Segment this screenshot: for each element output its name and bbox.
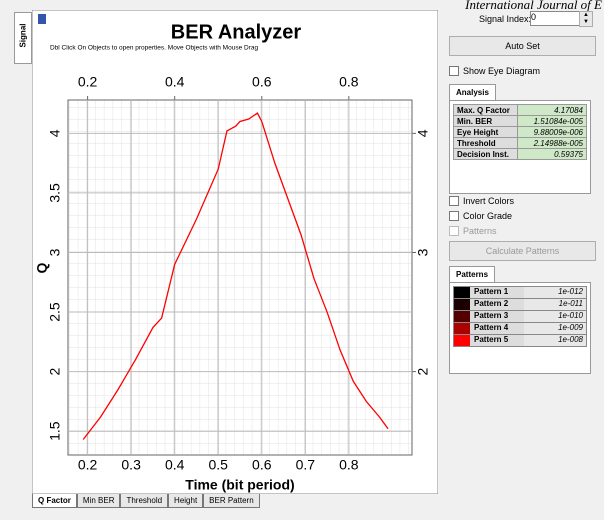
x-tick-label: 0.5: [208, 457, 228, 473]
bottom-tab[interactable]: Height: [168, 494, 204, 508]
patterns-tab[interactable]: Patterns: [449, 266, 496, 282]
icon: [38, 14, 46, 24]
pattern-swatch: [454, 299, 470, 310]
invert-checkbox[interactable]: Invert Colors: [449, 196, 514, 206]
patterns-checkbox: Patterns: [449, 226, 497, 236]
x-tick-label: 0.6: [252, 457, 272, 473]
y2-tick-label: 3: [415, 248, 431, 256]
pattern-row: Pattern 2 1e-011: [454, 299, 586, 311]
bottom-tab[interactable]: Q Factor: [32, 494, 77, 508]
analysis-row: Threshold 2.14988e-005: [452, 137, 587, 149]
analysis-value: 9.88009e-006: [517, 126, 587, 138]
analysis-box: Max. Q Factor 4.17084 Min. BER 1.51084e-005…: [449, 100, 591, 194]
chart-subtitle: Dbl Click On Objects to open properties.…: [50, 45, 258, 52]
pattern-row: Pattern 3 1e-010: [454, 311, 586, 323]
analysis-value: 1.51084e-005: [517, 115, 587, 127]
pattern-value: 1e-009: [524, 323, 586, 334]
pattern-row: Pattern 4 1e-009: [454, 323, 586, 335]
analysis-row: Min. BER 1.51084e-005: [452, 115, 587, 127]
signal-index-input[interactable]: 0: [530, 11, 580, 26]
x-tick-label: 0.7: [296, 457, 316, 473]
bottom-tabs: Q Factor Min BER Threshold Height BER Patter…: [32, 494, 260, 508]
color-grade-label: Color Grade: [463, 211, 513, 221]
plot-area: [67, 99, 413, 456]
bottom-tab[interactable]: Min BER: [76, 494, 121, 508]
y-tick-label: 4: [47, 129, 63, 137]
y-tick-label: 2.5: [47, 302, 63, 322]
pattern-swatch: [454, 287, 470, 298]
show-eye-checkbox[interactable]: Show Eye Diagram: [449, 66, 540, 76]
chart-title: BER Analyzer: [171, 21, 302, 43]
x-tick-label: 0.8: [339, 457, 359, 473]
pattern-label: Pattern 4: [470, 323, 524, 334]
signal-index-label: Signal Index:: [479, 14, 532, 24]
calc-button: Calculate Patterns: [449, 241, 596, 261]
x-tick-label: 0.3: [121, 457, 141, 473]
y-tick-label: 3.5: [47, 183, 63, 203]
analysis-key: Decision Inst.: [452, 148, 519, 160]
pattern-value: 1e-012: [524, 287, 586, 298]
analysis-value: 4.17084: [517, 104, 587, 116]
bottom-tab[interactable]: Threshold: [120, 494, 169, 508]
analysis-row: Decision Inst. 0.59375: [452, 148, 587, 160]
invert-label: Invert Colors: [463, 196, 515, 206]
top-tick-label: 0.2: [78, 74, 98, 90]
pattern-value: 1e-010: [524, 311, 586, 322]
top-tick-label: 0.8: [339, 74, 359, 90]
patterns-label: Patterns: [463, 226, 497, 236]
x-tick-label: 0.4: [165, 457, 185, 473]
y-axis-label: Q: [34, 262, 50, 273]
y-tick-label: 2: [47, 368, 63, 376]
analysis-row: Eye Height 9.88009e-006: [452, 126, 587, 138]
pattern-label: Pattern 5: [470, 335, 524, 346]
top-tick-label: 0.4: [165, 74, 185, 90]
show-eye-label: Show Eye Diagram: [463, 66, 541, 76]
analysis-key: Threshold: [452, 137, 519, 149]
pattern-label: Pattern 1: [470, 287, 524, 298]
x-axis-label: Time (bit period): [185, 477, 294, 493]
color-grade-checkbox[interactable]: Color Grade: [449, 211, 512, 221]
y-tick-label: 3: [47, 248, 63, 256]
pattern-label: Pattern 3: [470, 311, 524, 322]
pattern-swatch: [454, 335, 470, 346]
analysis-key: Min. BER: [452, 115, 519, 127]
analysis-key: Max. Q Factor: [452, 104, 519, 116]
analysis-row: Max. Q Factor 4.17084: [452, 104, 587, 116]
auto-set-button[interactable]: Auto Set: [449, 36, 596, 56]
analysis-table: Max. Q Factor 4.17084 Min. BER 1.51084e-005…: [452, 104, 587, 160]
chart: BER Analyzer Dbl Click On Objects to ope…: [32, 10, 438, 494]
pattern-value: 1e-011: [524, 299, 586, 310]
top-tick-label: 0.6: [252, 74, 272, 90]
analysis-value: 2.14988e-005: [517, 137, 587, 149]
analysis-key: Eye Height: [452, 126, 519, 138]
y-tick-label: 1.5: [47, 421, 63, 441]
y2-tick-label: 2: [415, 368, 431, 376]
pattern-label: Pattern 2: [470, 299, 524, 310]
pattern-row: Pattern 1 1e-012: [454, 287, 586, 299]
x-tick-label: 0.2: [78, 457, 98, 473]
side-tab[interactable]: Signal: [14, 12, 32, 64]
pattern-value: 1e-008: [524, 335, 586, 346]
bottom-tab[interactable]: BER Pattern: [203, 494, 260, 508]
right-panel: Signal Index: 0 ▲ ▼ Auto Set Show Eye Dia…: [443, 8, 601, 374]
spinner[interactable]: ▲ ▼: [579, 11, 593, 27]
q-line: [82, 112, 389, 440]
pattern-swatch: [454, 323, 470, 334]
analysis-value: 0.59375: [517, 148, 587, 160]
y2-tick-label: 4: [415, 129, 431, 137]
pattern-swatch: [454, 311, 470, 322]
side-tab-label: Signal: [18, 23, 28, 48]
header-text: International Journal of E: [465, 0, 602, 12]
analysis-tab[interactable]: Analysis: [449, 84, 496, 100]
pattern-row: Pattern 5 1e-008: [454, 335, 586, 347]
